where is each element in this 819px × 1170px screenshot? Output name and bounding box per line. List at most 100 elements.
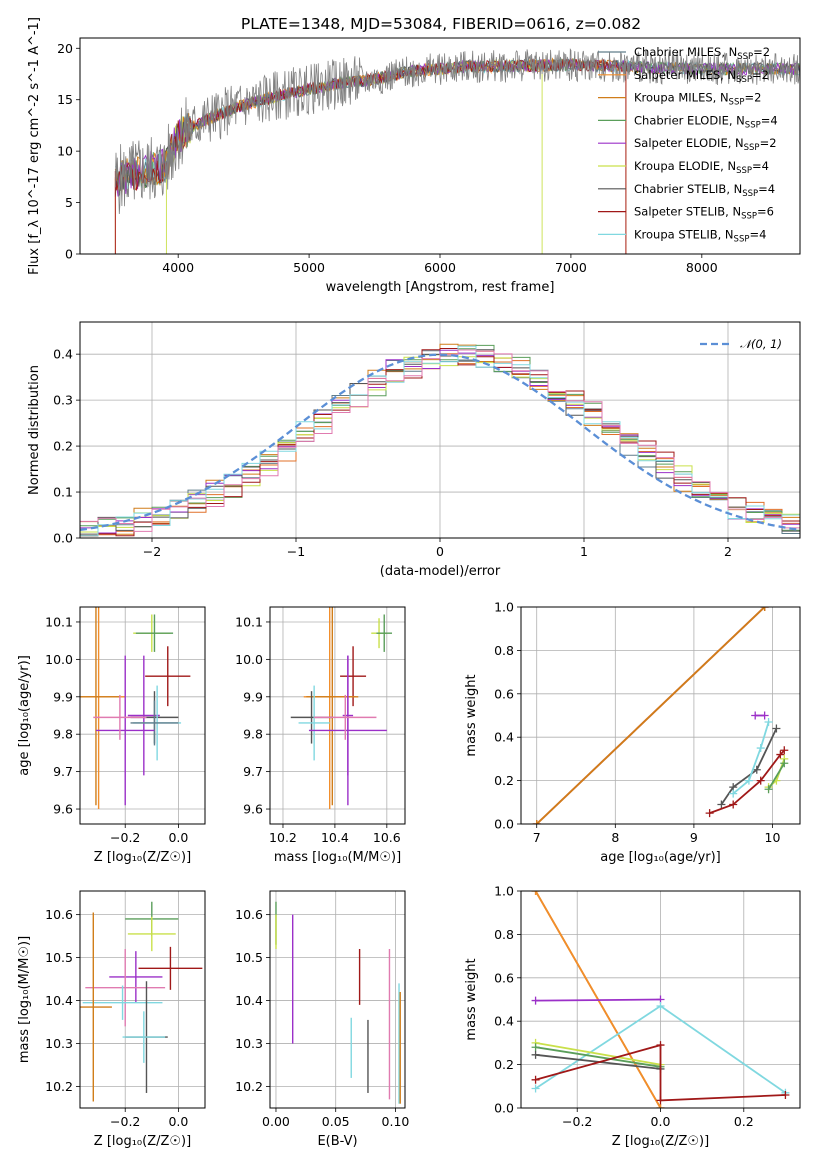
series-marker [531,996,540,1005]
series-marker [756,776,765,785]
x-tick-label: 8000 [686,260,718,275]
legend-entry: Salpeter STELIB, NSSP=6 [634,205,774,222]
plot-frame [79,890,206,1109]
series-marker [717,800,726,809]
legend-subscript: SSP [744,143,760,153]
x-tick-label: 10.6 [373,830,401,845]
series-marker [656,1096,665,1105]
legend-subscript: SSP [729,98,745,108]
gridlines [80,891,205,1108]
y-axis-label: Flux [f_λ 10^-17 erg cm^-2 s^-1 A^-1] [27,17,42,275]
y-tick-label: 10.0 [45,652,73,667]
x-tick-label: 7000 [555,260,587,275]
legend-subscript: SSP [736,166,752,176]
model-spectrum-line [114,58,627,254]
y-tick-label: 0 [65,247,73,262]
legend-value: =6 [757,205,774,219]
series [532,607,789,824]
legend-subscript: SSP [741,212,757,222]
y-axis-label: mass weight [464,958,479,1040]
series-marker [656,1041,665,1050]
y-tick-label: 9.8 [243,727,263,742]
series-marker [780,746,789,755]
y-tick-label: 0.3 [53,393,73,408]
y-axis-label: age [log₁₀(age/yr)] [17,655,32,776]
y-tick-label: 10.6 [235,907,263,922]
series-marker [531,1043,540,1052]
x-tick-label: 0.0 [168,830,188,845]
series-marker [729,789,738,798]
x-tick-label: −0.2 [562,1114,592,1129]
y-tick-label: 10.5 [45,950,73,965]
x-axis-label: Z [log₁₀(Z/Z☉)] [612,1134,709,1149]
series-marker [531,891,540,895]
x-tick-label: 6000 [424,260,456,275]
legend-entry: Kroupa STELIB, NSSP=4 [634,227,766,244]
legend-entry: Chabrier STELIB, NSSP=4 [634,182,775,199]
x-tick-label: 0.2 [734,1114,754,1129]
legend-subscript: SSP [734,234,750,244]
series-marker [656,1002,665,1011]
x-tick-label: 10 [765,830,781,845]
y-tick-label: 0.0 [494,817,514,832]
legend-value: =2 [760,136,777,150]
y-tick-label: 10 [57,144,73,159]
legend-value: =2 [753,45,770,59]
legend-value: =4 [749,227,766,241]
y-tick-label: 0.1 [53,485,73,500]
series-marker [756,744,765,753]
x-tick-label: 5000 [293,260,325,275]
x-tick-label: 0.00 [262,1114,290,1129]
y-tick-label: 10.1 [45,614,73,629]
y-tick-label: 10.3 [45,1036,73,1051]
series-marker [772,724,781,733]
plot-frame [79,606,206,825]
legend-entry: Kroupa ELODIE, NSSP=4 [634,159,769,176]
y-tick-label: 10.0 [235,652,263,667]
series-marker [531,1050,540,1059]
normal-curve [80,353,800,532]
y-axis-label: mass weight [464,674,479,756]
legend-value: =2 [744,91,761,105]
series-marker [532,820,541,824]
gridlines [270,607,405,824]
x-tick-label: 9 [690,830,698,845]
y-tick-label: 9.9 [243,689,263,704]
legend-value: =2 [752,68,769,82]
series-marker [531,1084,540,1093]
y-tick-label: 0.2 [494,773,514,788]
gridlines [270,891,405,1108]
y-tick-label: 9.6 [53,802,73,817]
x-axis-label: wavelength [Angstrom, rest frame] [326,280,555,295]
x-tick-label: 10.4 [321,830,349,845]
y-tick-label: 9.7 [243,764,263,779]
spectrum-panel: 4000 5000 6000 7000 8000 0 5 10 15 20 wavelength [… [27,17,801,295]
spectrum-legend: Chabrier MILES, NSSP=2 Salpeter MILES, NS… [598,45,778,244]
series-marker [780,759,789,768]
legend-entry: Salpeter MILES, NSSP=2 [634,68,769,85]
x-axis-label: E(B-V) [317,1134,357,1149]
y-tick-label: 0.8 [494,927,514,942]
x-axis-label: age [log₁₀(age/yr)] [600,850,721,865]
series-marker [764,718,773,727]
legend-value: =4 [761,113,778,127]
legend-subscript: SSP [737,52,753,62]
errorbars [80,901,203,1102]
legend-entry: Salpeter ELODIE, NSSP=2 [634,136,777,153]
x-tick-label: 0.0 [651,1114,671,1129]
legend-value: =4 [752,159,769,173]
legend-entry: 𝒩(0, 1) [740,337,782,351]
y-tick-label: 10.2 [45,1079,73,1094]
x-axis-label: (data-model)/error [380,564,501,579]
spectrum-lines [114,48,800,254]
series-line [535,1042,661,1066]
mass-weight-vs-age-panel: 7 8 9 10 0.0 0.2 0.4 0.6 0.8 1.0 age [log₁₀(age/yr… [464,600,801,865]
series [531,891,790,1108]
legend-value: =4 [758,182,775,196]
series-line [732,721,770,795]
histograms [80,343,800,537]
y-tick-label: 10.5 [235,950,263,965]
x-tick-label: 10.2 [269,830,297,845]
y-tick-label: 0.0 [53,531,73,546]
